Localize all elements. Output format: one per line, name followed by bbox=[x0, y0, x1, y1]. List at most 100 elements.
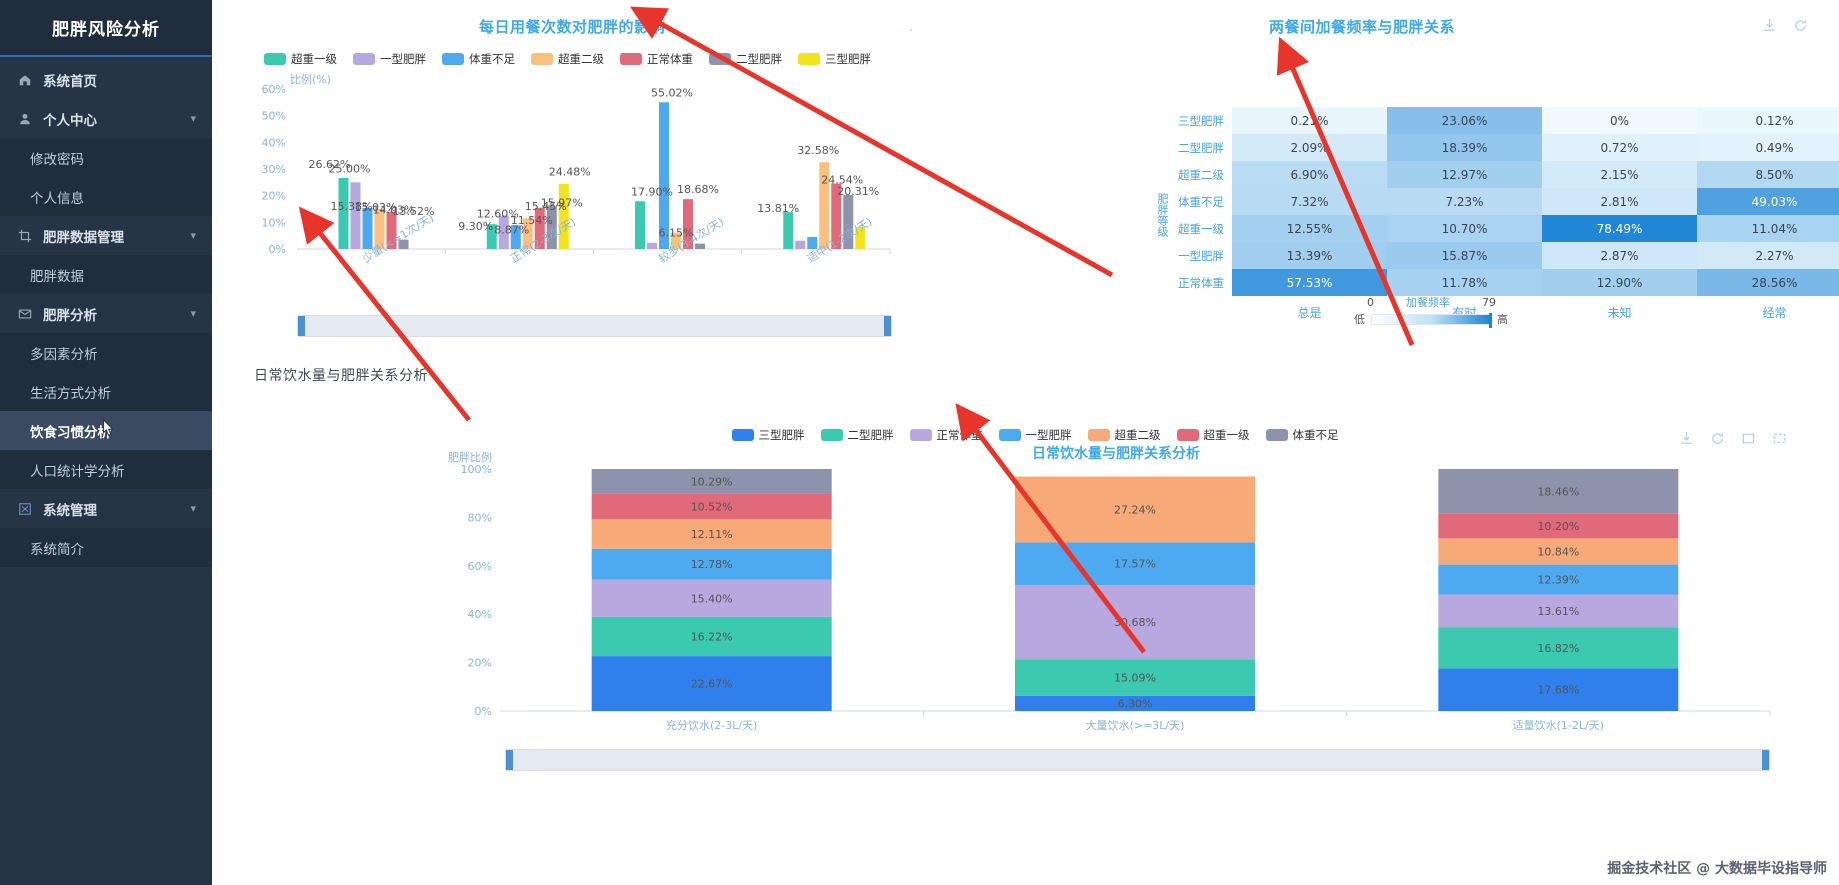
heatmap-cell-2-1[interactable]: 12.97% bbox=[1387, 161, 1542, 188]
sidebar-item-10[interactable]: 人口统计学分析 bbox=[0, 450, 212, 489]
legend-item-0[interactable]: 三型肥胖 bbox=[731, 427, 805, 443]
heatmap-cell-2-3[interactable]: 8.50% bbox=[1697, 161, 1839, 188]
legend-item-0[interactable]: 超重一级 bbox=[264, 51, 337, 67]
heatmap-cell-3-3[interactable]: 49.03% bbox=[1697, 188, 1839, 215]
heatmap-cell-4-0[interactable]: 12.55% bbox=[1232, 215, 1387, 242]
visualmap-gradient[interactable]: 低 高 bbox=[1354, 311, 1508, 328]
heatmap-cell-2-0[interactable]: 6.90% bbox=[1232, 161, 1387, 188]
stack-segment-2-2[interactable] bbox=[1438, 594, 1679, 628]
restore-icon[interactable] bbox=[1741, 431, 1756, 446]
stack-segment-2-1[interactable] bbox=[1438, 627, 1679, 669]
download-icon[interactable] bbox=[1762, 18, 1777, 33]
stack-segment-0-4[interactable] bbox=[591, 519, 832, 549]
heatmap-cell-6-2[interactable]: 12.90% bbox=[1542, 269, 1697, 296]
heatmap-cell-5-0[interactable]: 13.39% bbox=[1232, 242, 1387, 269]
stack-segment-2-4[interactable] bbox=[1438, 538, 1679, 565]
visualmap-bar[interactable] bbox=[1371, 312, 1492, 328]
legend-item-3[interactable]: 超重二级 bbox=[531, 51, 604, 67]
heatmap-cell-3-2[interactable]: 2.81% bbox=[1542, 188, 1697, 215]
stack-segment-1-0[interactable] bbox=[1015, 695, 1255, 711]
bar-1-2[interactable] bbox=[510, 225, 521, 249]
bar-3-0[interactable] bbox=[783, 212, 794, 249]
sidebar-item-0[interactable]: 系统首页 bbox=[0, 60, 212, 99]
bar-1-6[interactable] bbox=[558, 183, 569, 249]
heatmap-cell-1-1[interactable]: 18.39% bbox=[1387, 134, 1542, 161]
heatmap-cell-5-3[interactable]: 2.27% bbox=[1697, 242, 1839, 269]
legend-item-3[interactable]: 一型肥胖 bbox=[998, 427, 1072, 443]
stack-segment-2-0[interactable] bbox=[1438, 668, 1679, 711]
sidebar-item-8[interactable]: 生活方式分析 bbox=[0, 372, 212, 411]
heatmap-cell-6-1[interactable]: 11.78% bbox=[1387, 269, 1542, 296]
sidebar-item-5[interactable]: 肥胖数据 bbox=[0, 255, 212, 294]
legend-item-2[interactable]: 体重不足 bbox=[442, 51, 515, 67]
legend-item-6[interactable]: 体重不足 bbox=[1265, 427, 1339, 443]
stack-segment-0-5[interactable] bbox=[591, 493, 832, 520]
chevron-down-icon[interactable]: ▾ bbox=[190, 502, 196, 515]
heatmap-cell-1-0[interactable]: 2.09% bbox=[1232, 134, 1387, 161]
legend-item-2[interactable]: 正常体重 bbox=[909, 427, 983, 443]
visualmap-heatmap[interactable]: 0 加餐频率 79 bbox=[1367, 294, 1496, 310]
stack-segment-0-3[interactable] bbox=[591, 548, 832, 580]
chevron-down-icon[interactable]: ▾ bbox=[190, 112, 196, 125]
bar-3-1[interactable] bbox=[795, 240, 806, 249]
heatmap-cell-6-3[interactable]: 28.56% bbox=[1697, 269, 1839, 296]
sidebar-item-1[interactable]: 个人中心 ▾ bbox=[0, 99, 212, 138]
sidebar-item-12[interactable]: 系统简介 bbox=[0, 528, 212, 567]
heatmap-cell-5-1[interactable]: 15.87% bbox=[1387, 242, 1542, 269]
bar-2-0[interactable] bbox=[635, 201, 646, 249]
download-icon[interactable] bbox=[1679, 431, 1694, 446]
chevron-down-icon[interactable]: ▾ bbox=[190, 229, 196, 242]
heatmap-cell-2-2[interactable]: 2.15% bbox=[1542, 161, 1697, 188]
legend-item-6[interactable]: 三型肥胖 bbox=[798, 51, 871, 67]
heatmap-cell-0-3[interactable]: 0.12% bbox=[1697, 107, 1839, 134]
stack-segment-0-1[interactable] bbox=[591, 616, 832, 657]
sidebar-item-11[interactable]: 系统管理 ▾ bbox=[0, 489, 212, 528]
bar-1-5[interactable] bbox=[546, 206, 557, 249]
heatmap-cell-4-1[interactable]: 10.70% bbox=[1387, 215, 1542, 242]
datazoom-slider-handle[interactable] bbox=[298, 316, 891, 336]
datazoom-slider-handle[interactable] bbox=[506, 750, 1769, 770]
bar-0-0[interactable] bbox=[338, 178, 349, 249]
heatmap-cell-4-3[interactable]: 11.04% bbox=[1697, 215, 1839, 242]
sidebar-item-9[interactable]: 饮食习惯分析 bbox=[0, 411, 212, 450]
bar-1-0[interactable] bbox=[486, 224, 497, 249]
stack-segment-2-3[interactable] bbox=[1438, 564, 1679, 595]
bar-0-1[interactable] bbox=[350, 182, 361, 249]
chevron-down-icon[interactable]: ▾ bbox=[190, 307, 196, 320]
stack-segment-2-6[interactable] bbox=[1438, 469, 1679, 514]
heatmap-cell-1-2[interactable]: 0.72% bbox=[1542, 134, 1697, 161]
sidebar-item-2[interactable]: 修改密码 bbox=[0, 138, 212, 177]
stack-segment-0-0[interactable] bbox=[591, 656, 832, 711]
heatmap-cell-0-0[interactable]: 0.21% bbox=[1232, 107, 1387, 134]
legend-item-4[interactable]: 超重二级 bbox=[1087, 427, 1161, 443]
legend-item-5[interactable]: 超重一级 bbox=[1176, 427, 1250, 443]
heatmap-cell-3-1[interactable]: 7.23% bbox=[1387, 188, 1542, 215]
bar-1-3[interactable] bbox=[522, 218, 533, 249]
refresh-icon[interactable] bbox=[1793, 18, 1808, 33]
heatmap-cell-3-0[interactable]: 7.32% bbox=[1232, 188, 1387, 215]
sidebar-item-6[interactable]: 肥胖分析 ▾ bbox=[0, 294, 212, 333]
stack-segment-1-1[interactable] bbox=[1015, 659, 1255, 696]
heatmap-cell-0-2[interactable]: 0% bbox=[1542, 107, 1697, 134]
legend-item-1[interactable]: 二型肥胖 bbox=[820, 427, 894, 443]
sidebar-item-4[interactable]: 肥胖数据管理 ▾ bbox=[0, 216, 212, 255]
heatmap-cell-4-2[interactable]: 78.49% bbox=[1542, 215, 1697, 242]
stack-segment-0-2[interactable] bbox=[591, 579, 832, 617]
bar-0-2[interactable] bbox=[362, 207, 373, 249]
legend-item-4[interactable]: 正常体重 bbox=[620, 51, 693, 67]
datazoom-water[interactable] bbox=[505, 749, 1770, 771]
stack-segment-0-6[interactable] bbox=[591, 469, 832, 494]
datazoom-meals[interactable] bbox=[297, 315, 892, 337]
bar-1-4[interactable] bbox=[534, 207, 545, 249]
visualmap-handle[interactable] bbox=[1489, 312, 1492, 328]
legend-item-5[interactable]: 二型肥胖 bbox=[709, 51, 782, 67]
heatmap-cell-1-3[interactable]: 0.49% bbox=[1697, 134, 1839, 161]
sidebar-item-3[interactable]: 个人信息 bbox=[0, 177, 212, 216]
bar-1-1[interactable] bbox=[498, 215, 509, 249]
legend-item-1[interactable]: 一型肥胖 bbox=[353, 51, 426, 67]
magnify-icon[interactable] bbox=[1772, 431, 1787, 446]
heatmap-cell-6-0[interactable]: 57.53% bbox=[1232, 269, 1387, 296]
sidebar-item-7[interactable]: 多因素分析 bbox=[0, 333, 212, 372]
refresh-icon[interactable] bbox=[1710, 431, 1725, 446]
stack-segment-2-5[interactable] bbox=[1438, 513, 1679, 539]
